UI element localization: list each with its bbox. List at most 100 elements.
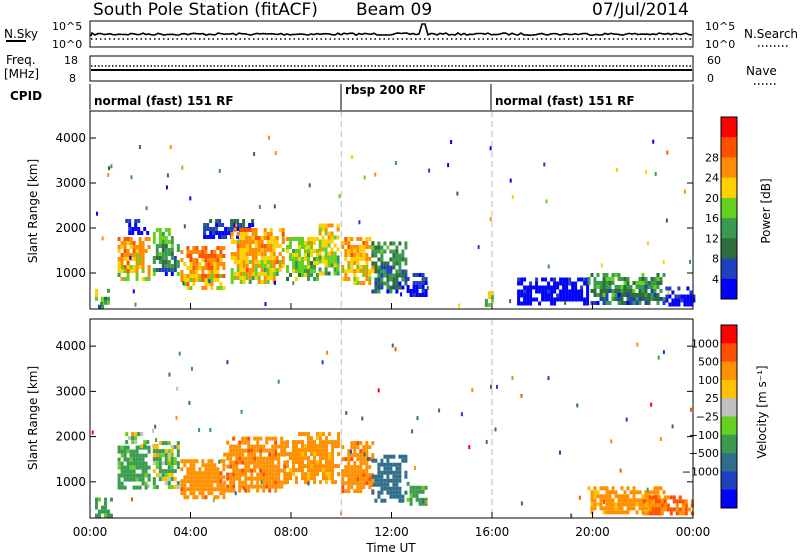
vel-cell xyxy=(95,501,98,506)
vel-cell xyxy=(380,490,384,495)
vel-cell xyxy=(620,506,624,511)
vel-cell xyxy=(198,491,202,496)
power-cell xyxy=(176,272,180,276)
vel-cell xyxy=(232,468,236,473)
power-cell xyxy=(138,257,142,261)
power-cell xyxy=(398,241,402,246)
power-cell xyxy=(236,260,240,264)
power-cell xyxy=(245,244,249,248)
power-cell xyxy=(239,260,243,264)
power-cell xyxy=(374,269,378,274)
vel-cell xyxy=(286,452,289,457)
power-cell xyxy=(377,269,381,274)
vel-cell xyxy=(247,460,251,465)
power-cell xyxy=(386,269,390,274)
power-cell xyxy=(266,260,270,264)
vel-scatter-cell xyxy=(363,452,366,457)
vel-cell xyxy=(235,472,239,477)
power-cell xyxy=(389,285,393,290)
power-cell xyxy=(275,240,279,244)
power-cell xyxy=(144,249,148,253)
power-cell xyxy=(189,286,193,290)
vel-cell xyxy=(201,483,205,488)
vel-cell xyxy=(398,486,402,491)
vel-cell xyxy=(176,453,180,458)
power-cell xyxy=(421,289,425,293)
power-cell xyxy=(210,258,214,262)
vel-cell xyxy=(268,460,272,465)
vel-cell xyxy=(183,487,187,492)
power-cell xyxy=(568,297,572,302)
vel-scatter-cell xyxy=(657,355,660,360)
power-cell xyxy=(523,301,527,306)
vel-cell xyxy=(322,476,325,481)
vel-cell xyxy=(286,480,289,485)
vel-cell xyxy=(235,476,239,481)
vel-scatter-cell xyxy=(496,384,498,389)
vel-cell xyxy=(192,475,196,480)
power-cell xyxy=(362,269,366,273)
vel-cell xyxy=(201,459,205,464)
power-cell xyxy=(161,244,165,248)
power-cell xyxy=(484,303,488,307)
power-cell xyxy=(389,265,393,270)
vel-cell xyxy=(232,452,236,457)
power-cell xyxy=(680,298,684,303)
power-cell xyxy=(310,237,313,241)
power-cell xyxy=(577,297,581,302)
power-cell xyxy=(167,232,171,236)
power-cell xyxy=(356,269,360,273)
power-cell xyxy=(632,297,636,301)
power-cell xyxy=(236,256,240,260)
power-cell xyxy=(251,260,255,264)
power-cell xyxy=(281,236,285,240)
vel-cell xyxy=(398,470,402,475)
vel-cell xyxy=(232,464,236,469)
power-cell xyxy=(227,231,231,235)
vel-cell xyxy=(629,498,633,503)
power-cell xyxy=(310,241,313,245)
power-cell xyxy=(550,285,554,290)
power-cell xyxy=(307,257,310,261)
power-cell xyxy=(222,266,226,270)
vel-cell xyxy=(298,456,301,461)
power-cell xyxy=(195,274,199,278)
power-cell xyxy=(260,280,264,284)
vel-cell xyxy=(161,461,165,466)
power-cell xyxy=(650,293,654,297)
vel-cell xyxy=(216,483,220,488)
vel-cell xyxy=(365,465,369,470)
power-cell xyxy=(204,274,208,278)
vel-cell xyxy=(164,481,168,486)
power-cell xyxy=(272,276,276,280)
vel-cell xyxy=(117,449,121,454)
power-cell xyxy=(272,268,276,272)
power-cell xyxy=(327,239,331,244)
vel-cell xyxy=(126,477,130,482)
vel-cell xyxy=(656,490,660,495)
power-cell xyxy=(117,273,121,277)
power-cell xyxy=(559,297,563,302)
power-cell xyxy=(336,235,340,240)
power-cell xyxy=(257,236,261,240)
power-cell xyxy=(242,240,246,244)
power-cell xyxy=(233,256,237,260)
vel-cell xyxy=(274,484,278,489)
vel-colorbar-swatch xyxy=(721,343,737,363)
power-cell xyxy=(298,269,301,273)
vel-cell xyxy=(283,440,287,445)
vel-cell xyxy=(328,468,331,473)
power-cell xyxy=(520,301,524,306)
vel-cell xyxy=(359,457,363,462)
power-cell xyxy=(544,289,548,294)
power-cell xyxy=(330,223,334,228)
vel-cell xyxy=(238,452,242,457)
power-cell xyxy=(263,256,267,260)
power-cell xyxy=(251,276,255,280)
power-cell xyxy=(321,223,325,228)
vel-cell xyxy=(605,502,609,507)
power-cell xyxy=(251,228,255,232)
vel-scatter-cell xyxy=(277,379,280,384)
vel-cell xyxy=(262,484,266,489)
power-cell xyxy=(135,269,139,273)
